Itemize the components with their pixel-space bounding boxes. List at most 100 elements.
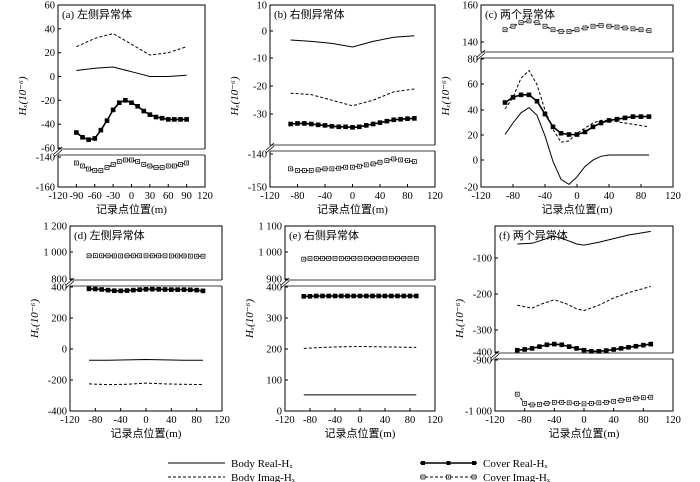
data-point-cover-imag-dot xyxy=(358,165,360,167)
y-axis-label: Hₓ(10⁻⁶) xyxy=(244,299,256,339)
data-point-cover-real xyxy=(566,132,572,137)
data-point-cover-imag-dot xyxy=(608,25,610,27)
data-point-cover-imag-dot xyxy=(504,29,506,31)
data-point-cover-real xyxy=(143,287,149,292)
data-point-cover-imag-dot xyxy=(151,255,153,257)
series-line-body-imag xyxy=(504,69,650,143)
data-point-cover-real xyxy=(307,293,313,299)
x-tick-label: 0 xyxy=(574,191,579,202)
x-tick-label: -80 xyxy=(518,415,532,426)
data-point-cover-real xyxy=(129,100,134,106)
data-point-cover-real xyxy=(598,120,604,126)
y-tick-label: -100 xyxy=(473,254,492,265)
data-point-cover-real xyxy=(518,92,524,98)
y-tick-label: -400 xyxy=(48,407,67,418)
chart-panel-3: 160 140 80 60 40 20 0 -20-120 -80 -40 0 40 80 120 记录点位… xyxy=(440,1,681,217)
y-tick-label: 900 xyxy=(266,275,282,286)
x-tick-label: -80 xyxy=(506,191,520,202)
data-point-cover-real xyxy=(137,287,142,292)
data-point-cover-real xyxy=(295,121,300,126)
data-point-cover-real xyxy=(105,287,111,293)
y-axis-label: Hₓ(10⁻⁶) xyxy=(29,299,41,339)
data-point-cover-real xyxy=(86,137,91,142)
data-point-cover-real xyxy=(112,288,117,294)
data-point-cover-imag-dot xyxy=(340,257,342,259)
data-point-cover-imag-dot xyxy=(94,169,96,172)
x-tick-label: 90 xyxy=(181,191,192,202)
axis-break-mark xyxy=(65,280,75,289)
data-point-cover-imag-dot xyxy=(130,159,133,161)
panel-title: (a) 左侧异常体 xyxy=(62,7,132,21)
data-point-cover-real xyxy=(648,341,654,347)
y-tick-label: -10 xyxy=(253,54,267,65)
data-point-cover-real xyxy=(308,121,314,127)
data-point-cover-real xyxy=(558,130,564,136)
data-point-cover-real xyxy=(370,293,375,299)
series-line-body-imag xyxy=(517,286,651,312)
x-axis-label: 记录点位置(m) xyxy=(111,426,182,440)
data-point-cover-real xyxy=(542,111,548,117)
x-tick-label: 80 xyxy=(636,191,647,202)
data-point-cover-real xyxy=(363,293,369,299)
data-point-cover-imag-dot xyxy=(170,255,172,257)
data-point-cover-imag-dot xyxy=(590,402,593,404)
data-point-cover-real xyxy=(590,124,596,130)
data-point-cover-real xyxy=(589,348,594,354)
data-point-cover-real xyxy=(315,122,321,128)
data-point-cover-real xyxy=(388,293,394,299)
legend-label-body-imag: Body Imag-Hₓ xyxy=(231,472,296,482)
data-point-cover-imag-dot xyxy=(290,168,292,170)
x-tick-label: -80 xyxy=(88,415,102,426)
data-point-cover-real xyxy=(626,345,631,350)
y-tick-label: -140 xyxy=(248,150,267,161)
data-point-cover-imag-dot xyxy=(365,164,367,166)
y-tick-label: 40 xyxy=(468,106,479,117)
data-point-cover-real xyxy=(156,287,161,292)
data-point-cover-imag-dot xyxy=(132,255,134,257)
data-point-cover-imag-dot xyxy=(149,165,151,167)
data-point-cover-imag-dot xyxy=(616,26,618,28)
plot-frame xyxy=(494,225,674,412)
y-tick-label: 0 xyxy=(262,27,267,38)
data-point-cover-imag-dot xyxy=(315,257,317,259)
legend-marker xyxy=(472,461,476,465)
data-point-cover-real xyxy=(582,129,588,135)
x-tick-label: 120 xyxy=(214,415,230,426)
x-tick-label: 40 xyxy=(375,191,386,202)
data-point-cover-imag-dot xyxy=(353,257,355,259)
y-tick-label: 0 xyxy=(473,156,478,167)
panel-title: (d) 左侧异常体 xyxy=(74,228,145,242)
data-point-cover-imag-dot xyxy=(113,255,115,257)
data-point-cover-real xyxy=(618,346,624,351)
x-axis-label: 记录点位置(m) xyxy=(325,426,396,440)
legend-marker-dot xyxy=(422,476,424,478)
data-point-cover-real xyxy=(398,116,403,122)
x-axis-label: 记录点位置(m) xyxy=(317,202,388,216)
data-point-cover-real xyxy=(92,136,98,141)
data-point-cover-imag-dot xyxy=(520,22,522,24)
x-tick-label: -30 xyxy=(106,191,120,202)
data-point-cover-imag-dot xyxy=(403,257,405,259)
data-point-cover-imag-dot xyxy=(409,257,411,259)
y-axis-label: Hₓ(10⁻⁶) xyxy=(229,76,241,116)
series-line-body-real xyxy=(76,66,187,77)
y-tick-label: 400 xyxy=(266,283,282,294)
y-tick-label: 60 xyxy=(45,1,56,12)
data-point-cover-imag-dot xyxy=(371,257,374,259)
data-point-cover-imag-dot xyxy=(120,255,122,257)
x-tick-label: 30 xyxy=(145,191,156,202)
x-tick-label: 40 xyxy=(604,191,615,202)
data-point-cover-imag-dot xyxy=(167,165,169,167)
y-tick-label: 1 000 xyxy=(258,248,282,259)
data-point-cover-imag-dot xyxy=(202,255,204,257)
panel-title: (c) 两个异常体 xyxy=(485,7,555,21)
plot-frame xyxy=(480,4,674,188)
series-line-body-imag xyxy=(88,382,204,386)
data-point-cover-imag-dot xyxy=(324,168,326,170)
data-point-cover-real xyxy=(603,348,609,353)
y-tick-label: -60 xyxy=(41,144,55,155)
data-point-cover-real xyxy=(382,293,388,299)
